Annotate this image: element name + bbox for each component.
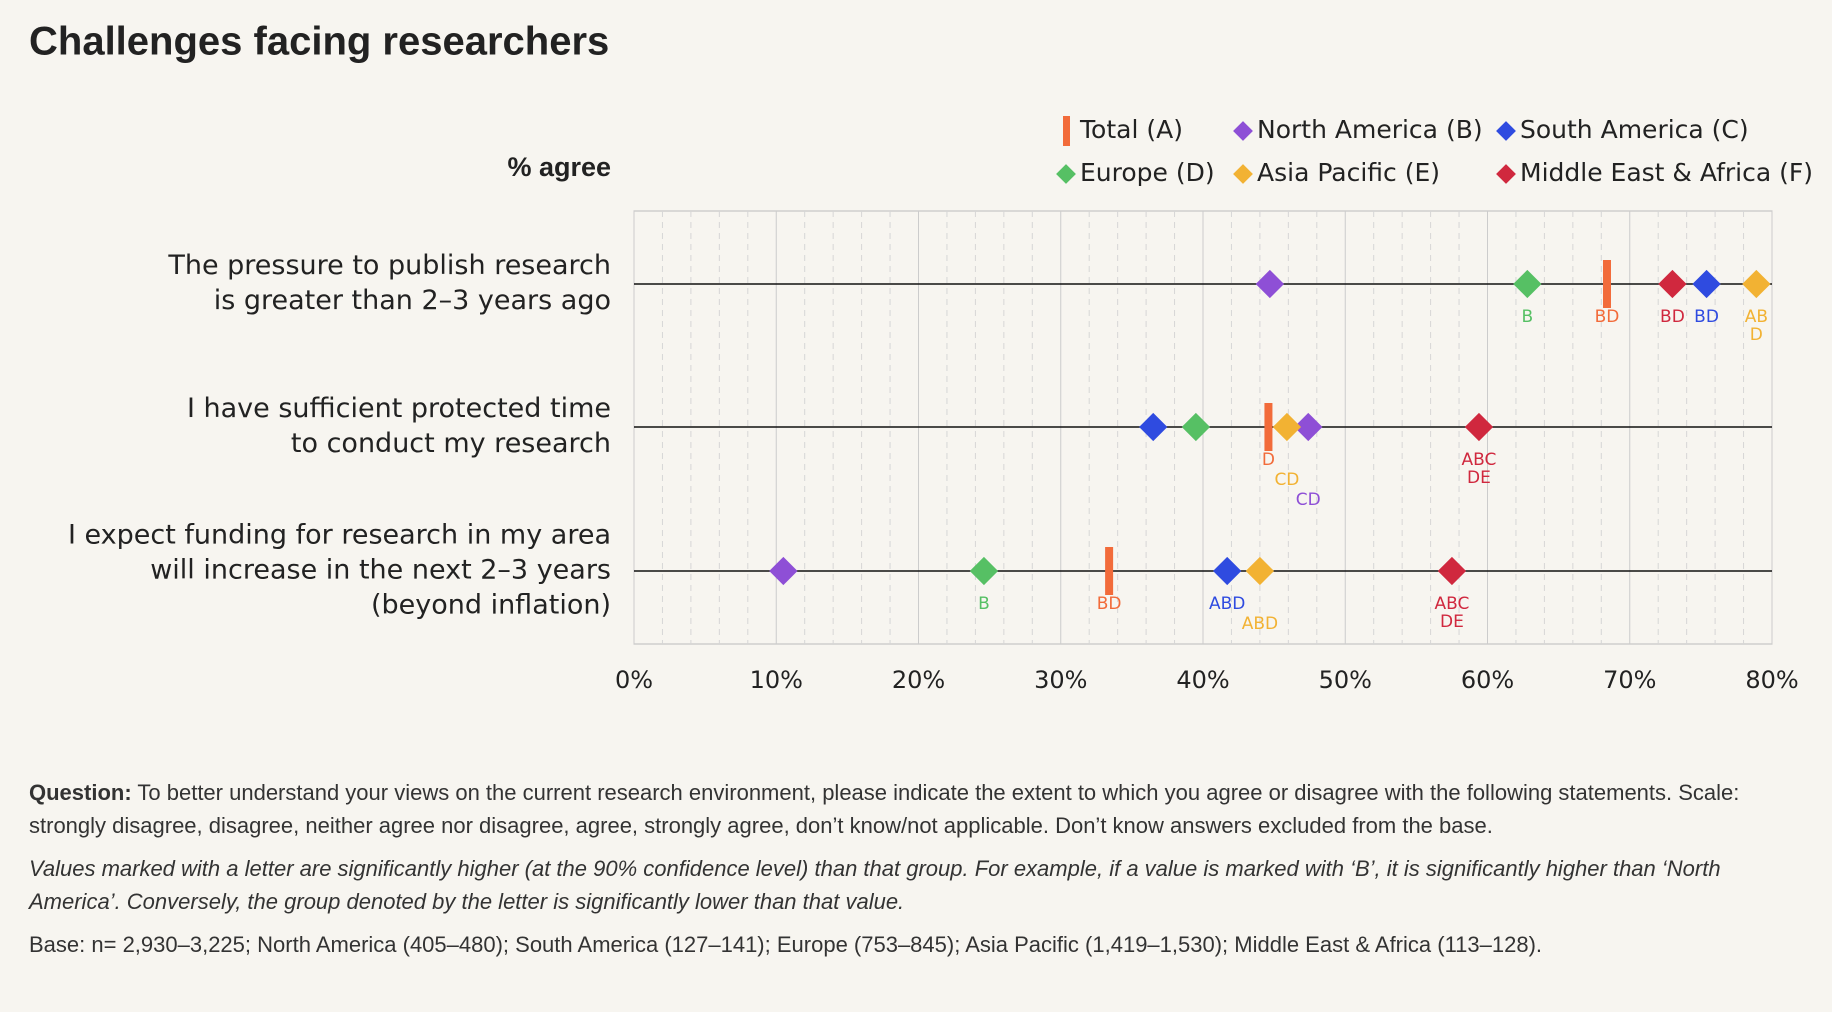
legend-label: Middle East & Africa (F) <box>1520 158 1813 187</box>
significance-label: DE <box>1467 468 1491 488</box>
significance-label: ABC <box>1435 594 1470 614</box>
significance-label: ABD <box>1242 614 1278 634</box>
diamond-marker <box>969 556 999 586</box>
legend-marker <box>1056 164 1076 184</box>
legend-marker <box>1233 121 1253 141</box>
diamond-marker <box>1658 269 1687 299</box>
x-tick-label: 10% <box>750 666 803 694</box>
diamond-marker <box>1294 412 1323 442</box>
significance-label: BD <box>1097 594 1122 614</box>
significance-label: D <box>1750 325 1763 345</box>
question: Question: To better understand your view… <box>29 776 1809 842</box>
significance-label: CD <box>1296 490 1321 510</box>
legend-label: South America (C) <box>1520 115 1749 144</box>
chart-title: Challenges facing researchers <box>29 20 609 64</box>
notes: Question: To better understand your view… <box>29 776 1809 971</box>
x-tick-label: 80% <box>1745 666 1798 694</box>
diamond-marker <box>1272 412 1302 442</box>
legend-label: Europe (D) <box>1080 158 1215 187</box>
significance-label: BD <box>1595 307 1620 327</box>
category-label: I have sufficient protected time <box>187 393 611 424</box>
x-tick-label: 30% <box>1034 666 1087 694</box>
diamond-marker <box>1742 269 1771 299</box>
category-label: The pressure to publish research <box>167 250 611 281</box>
diamond-marker <box>1245 556 1275 586</box>
diamond-marker <box>1255 269 1284 299</box>
significance-label: CD <box>1274 470 1299 490</box>
legend-label: Total (A) <box>1079 115 1183 144</box>
diamond-marker <box>1692 269 1721 299</box>
significance-label: D <box>1262 450 1275 470</box>
axis-label: % agree <box>507 152 611 182</box>
diamond-marker <box>1437 556 1467 586</box>
category-label: (beyond inflation) <box>371 590 611 621</box>
significance-label: BD <box>1660 307 1685 327</box>
legend-label: North America (B) <box>1257 115 1483 144</box>
x-tick-label: 40% <box>1176 666 1229 694</box>
chart: Challenges facing researchers % agree 0%… <box>29 20 1813 694</box>
legend-marker <box>1233 164 1253 184</box>
total-marker <box>1264 403 1273 451</box>
significance-label: AB <box>1745 307 1768 327</box>
diamond-marker <box>1213 556 1242 586</box>
category-label: I expect funding for research in my area <box>68 520 611 551</box>
legend-marker <box>1063 116 1070 146</box>
category-label: will increase in the next 2–3 years <box>150 555 611 586</box>
significance-label: B <box>1521 307 1533 327</box>
legend-marker <box>1496 121 1516 141</box>
question-text: To better understand your views on the c… <box>29 780 1740 838</box>
diamond-marker <box>1181 412 1211 442</box>
diamond-marker <box>769 556 798 586</box>
significance-note: Values marked with a letter are signific… <box>29 856 1721 914</box>
significance-label: ABD <box>1209 594 1245 614</box>
diamond-marker <box>1139 412 1168 442</box>
significance-label: ABC <box>1462 450 1497 470</box>
total-marker <box>1105 547 1114 595</box>
x-tick-label: 50% <box>1319 666 1372 694</box>
diamond-marker <box>1513 269 1542 299</box>
significance-label: DE <box>1440 612 1464 632</box>
x-tick-label: 20% <box>892 666 945 694</box>
total-marker <box>1602 260 1611 308</box>
significance-label: BD <box>1694 307 1719 327</box>
base-note: Base: n= 2,930–3,225; North America (405… <box>29 932 1543 957</box>
x-tick-label: 70% <box>1603 666 1656 694</box>
significance-label: B <box>978 594 990 614</box>
x-tick-label: 60% <box>1461 666 1514 694</box>
x-tick-label: 0% <box>615 666 653 694</box>
question-label: Question: <box>29 780 132 805</box>
category-label: is greater than 2–3 years ago <box>214 285 611 316</box>
diamond-marker <box>1464 412 1494 442</box>
legend-label: Asia Pacific (E) <box>1257 158 1440 187</box>
legend-marker <box>1496 164 1516 184</box>
category-label: to conduct my research <box>291 428 611 459</box>
